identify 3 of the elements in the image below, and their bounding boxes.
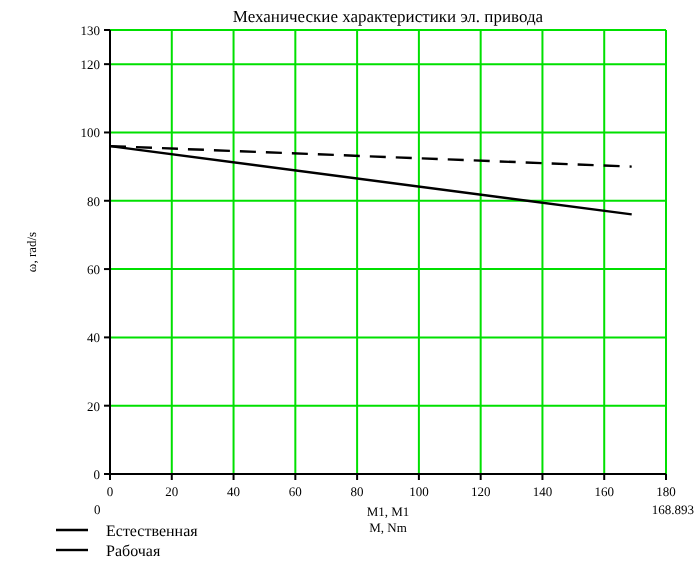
legend-label: Естественная	[106, 522, 199, 540]
legend-label: Рабочая	[106, 542, 161, 560]
chart-title: Механические характеристики эл. привода	[232, 6, 544, 26]
